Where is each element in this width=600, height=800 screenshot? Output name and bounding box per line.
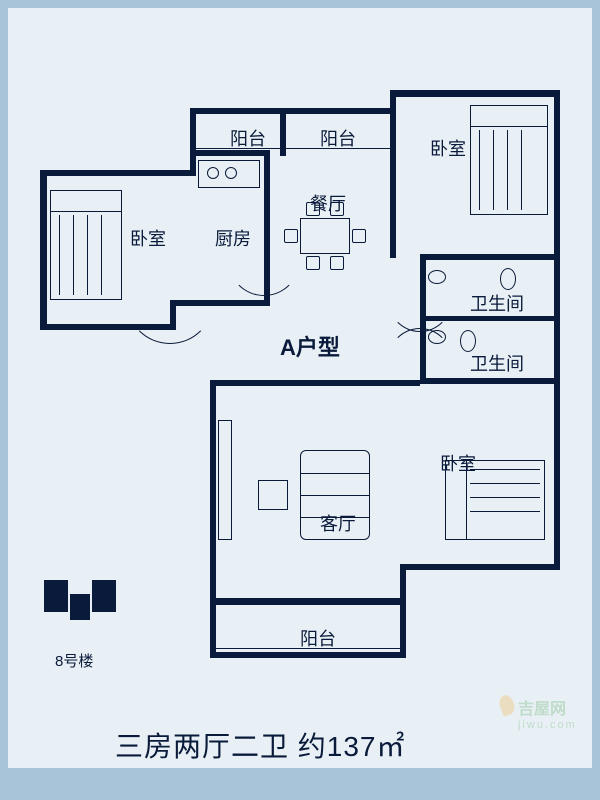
wall-segment [190, 108, 196, 176]
watermark-brand: 吉屋网 [518, 695, 577, 719]
building-label: 8号楼 [55, 650, 93, 671]
wall-segment [554, 260, 560, 570]
kitchen-label: 厨房 [215, 225, 251, 251]
leaf-icon [497, 693, 517, 717]
wall-segment [400, 598, 406, 658]
balcony-n2-label: 阳台 [320, 125, 356, 151]
unit-type-label: A户型 [280, 330, 340, 362]
dining-table [300, 218, 350, 254]
door-arc [126, 256, 214, 344]
balcony-s-label: 阳台 [300, 625, 336, 651]
bedroom-e-label: 卧室 [440, 450, 476, 476]
wall-segment [40, 170, 190, 176]
wall-segment [400, 564, 560, 570]
bathroom-1-label: 卫生间 [470, 290, 524, 316]
dining-chair [330, 256, 344, 270]
balcony-n1-label: 阳台 [230, 125, 266, 151]
thin-line [46, 176, 47, 324]
dining-chair [306, 256, 320, 270]
bed-nw [50, 190, 122, 300]
dining-label: 餐厅 [310, 190, 346, 216]
wall-segment [420, 254, 560, 260]
toilet-2 [460, 330, 476, 352]
door-arc [388, 328, 452, 392]
wall-segment [210, 598, 216, 658]
watermark: 吉屋网 jiwu.com [500, 695, 577, 731]
wall-segment [390, 108, 396, 258]
wall-segment [554, 90, 560, 260]
wall-segment [210, 652, 406, 658]
bed-ne [470, 105, 548, 215]
wall-segment [210, 380, 216, 604]
kitchen-counter [198, 160, 260, 188]
door-arc [388, 268, 452, 332]
coffee-table [258, 480, 288, 510]
wall-segment [210, 380, 420, 386]
tv-unit [218, 420, 232, 540]
toilet-1 [500, 268, 516, 290]
dining-chair [352, 229, 366, 243]
floorplan-caption: 三房两厅二卫 约137㎡ [115, 725, 406, 765]
keyplan-block [92, 580, 116, 612]
bedroom-nw-label: 卧室 [130, 225, 166, 251]
bathroom-2-label: 卫生间 [470, 350, 524, 376]
thin-line [216, 604, 400, 605]
floorplan-canvas: A户型 卧室 厨房 餐厅 阳台 阳台 卧室 卫生间 卫生间 卧室 客厅 阳台 8… [0, 0, 600, 800]
keyplan-block [44, 580, 68, 612]
key-plan [40, 575, 120, 635]
thin-line [396, 96, 554, 97]
wall-segment [190, 108, 390, 114]
living-label: 客厅 [320, 510, 356, 536]
keyplan-block [70, 594, 90, 620]
watermark-url: jiwu.com [518, 719, 577, 731]
bedroom-ne-label: 卧室 [430, 135, 466, 161]
